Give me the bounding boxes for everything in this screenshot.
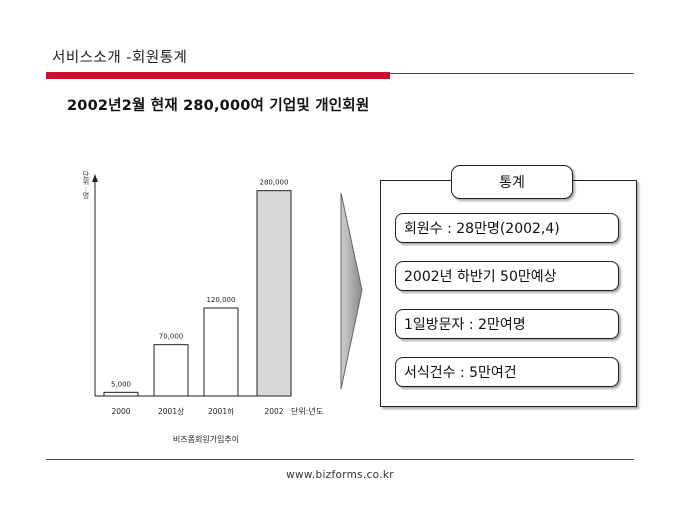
bar [256,190,292,397]
x-axis-unit: 단위:년도 [291,406,323,416]
bar [203,307,239,397]
stat-daily-visitors: 1일방문자 : 2만여명 [395,309,619,339]
bar-value-label: 120,000 [207,296,236,304]
footer-url: www.bizforms.co.kr [286,469,394,481]
chart-caption: 비즈폼회원가입추이 [173,434,239,444]
stats-title: 통계 [451,165,573,199]
bar [103,391,139,397]
y-axis-unit-char: 단 [82,171,90,179]
y-axis-unit-char: : [84,185,88,193]
x-tick-label: 2000 [111,407,130,416]
y-axis-unit-char: 위 [82,178,90,186]
bar [153,344,189,397]
stat-forecast: 2002년 하반기 50만예상 [395,261,619,291]
footer-divider-line [46,459,634,460]
title-divider-line [390,73,634,74]
stat-form-count: 서식건수 : 5만여건 [395,357,619,387]
title-accent-bar [46,72,390,79]
y-axis-unit-char: 명 [82,192,90,200]
headline: 2002년2월 현재 280,000여 기업및 개인회원 [67,98,370,114]
y-axis-unit: 단 위 : 명 [80,172,92,200]
x-tick-label: 2002 [264,407,283,416]
slide-title: 서비스소개 -회원통계 [52,50,188,66]
stat-members: 회원수 : 28만명(2002,4) [395,213,619,243]
bar-value-label: 5,000 [111,380,131,388]
x-tick-label: 2001상 [158,406,184,416]
bar-value-label: 70,000 [159,333,184,341]
y-axis-arrowhead [92,174,98,182]
bar-value-label: 280,000 [260,179,289,187]
x-tick-label: 2001하 [208,406,234,416]
